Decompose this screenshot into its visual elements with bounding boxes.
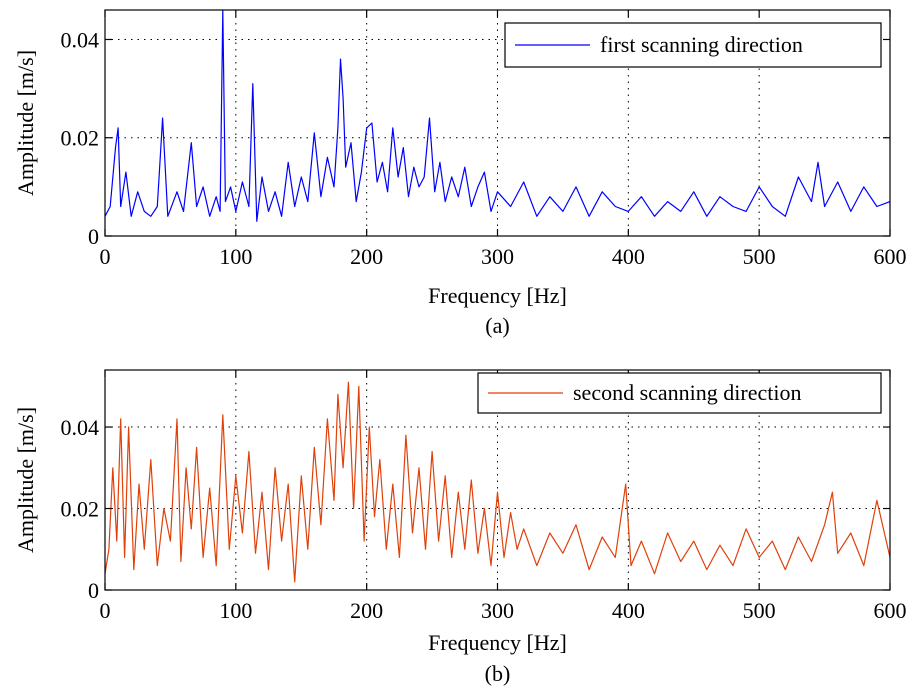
caption-b: (b) [485, 661, 511, 686]
y-tick-label-a-1: 0.02 [61, 126, 100, 151]
y-tick-label-a-2: 0.04 [61, 27, 100, 52]
grid-a [105, 10, 890, 236]
legend-b: second scanning direction [477, 372, 882, 414]
x-tick-label-b-2: 200 [350, 598, 383, 623]
y-tick-label-b-2: 0.04 [61, 415, 100, 440]
x-tick-label-a-4: 400 [612, 244, 645, 269]
x-tick-label-a-5: 500 [743, 244, 776, 269]
grid-b [105, 370, 890, 590]
y-axis-label-b: Amplitude [m/s] [13, 407, 38, 553]
x-tick-label-a-1: 100 [219, 244, 252, 269]
x-tick-label-a-6: 600 [874, 244, 907, 269]
x-axis-label-b: Frequency [Hz] [428, 630, 567, 655]
x-tick-label-a-2: 200 [350, 244, 383, 269]
y-axis-label-a: Amplitude [m/s] [13, 50, 38, 196]
series-line-b-0 [104, 381, 891, 583]
x-axis-label-a: Frequency [Hz] [428, 283, 567, 308]
x-tick-label-a-0: 0 [100, 244, 111, 269]
y-tick-label-b-0: 0 [88, 578, 99, 603]
panel-a: 0 100 200 300 400 500 600 0 0.02 0.04 Frequency [… [13, 9, 907, 338]
x-tick-label-b-3: 300 [481, 598, 514, 623]
x-tick-label-b-5: 500 [743, 598, 776, 623]
caption-a: (a) [485, 313, 509, 338]
x-tick-label-b-0: 0 [100, 598, 111, 623]
panel-b: 0 100 200 300 400 500 600 0 0.02 0.04 Frequency [… [13, 369, 907, 686]
y-tick-label-b-1: 0.02 [61, 497, 100, 522]
legend-label-b: second scanning direction [573, 380, 802, 405]
ticks-a: 0 100 200 300 400 500 600 0 0.02 0.04 [61, 10, 907, 269]
series-a [104, 9, 891, 222]
legend-a: first scanning direction [504, 22, 882, 68]
x-tick-label-a-3: 300 [481, 244, 514, 269]
x-tick-label-b-6: 600 [874, 598, 907, 623]
x-tick-label-b-1: 100 [219, 598, 252, 623]
ticks-b: 0 100 200 300 400 500 600 0 0.02 0.04 [61, 370, 907, 623]
legend-label-a: first scanning direction [600, 32, 803, 57]
x-tick-label-b-4: 400 [612, 598, 645, 623]
series-b [104, 381, 891, 583]
y-tick-label-a-0: 0 [88, 224, 99, 249]
series-line-a-0 [104, 9, 891, 222]
